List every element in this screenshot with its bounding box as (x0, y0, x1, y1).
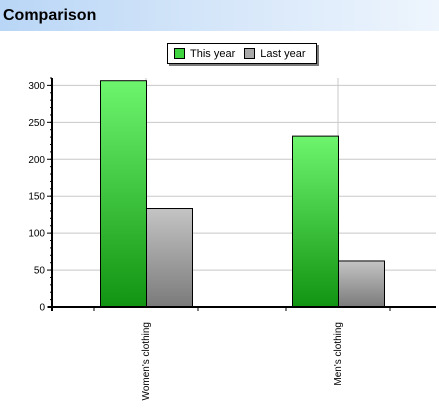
bar-last-year-1 (338, 260, 385, 309)
y-tick-label-100: 100 (28, 229, 45, 240)
bar-last-year-0 (146, 208, 193, 309)
panel-title: Comparison (3, 7, 97, 24)
y-tick-label-250: 250 (28, 118, 45, 129)
y-tick-label-150: 150 (28, 192, 45, 203)
legend-swatch-this-year (174, 48, 185, 59)
legend-item-this-year: This year (174, 48, 235, 60)
x-tick-label-1: Men's clothing (333, 322, 344, 386)
y-tick-label-300: 300 (28, 81, 45, 92)
bar-this-year-0 (100, 80, 147, 308)
chart-legend: This year Last year (167, 43, 317, 64)
y-tick-label-0: 0 (39, 303, 45, 314)
legend-item-last-year: Last year (244, 47, 306, 60)
y-tick-label-50: 50 (34, 266, 46, 277)
legend-label-this-year: This year (190, 47, 236, 60)
legend-label-last-year: Last year (260, 47, 306, 60)
bar-this-year-1 (292, 135, 339, 308)
panel-header: Comparison (0, 0, 439, 31)
legend-swatch-last-year (244, 48, 256, 59)
y-tick-label-200: 200 (28, 155, 45, 166)
x-tick-label-0: Women's clothing (141, 322, 152, 400)
